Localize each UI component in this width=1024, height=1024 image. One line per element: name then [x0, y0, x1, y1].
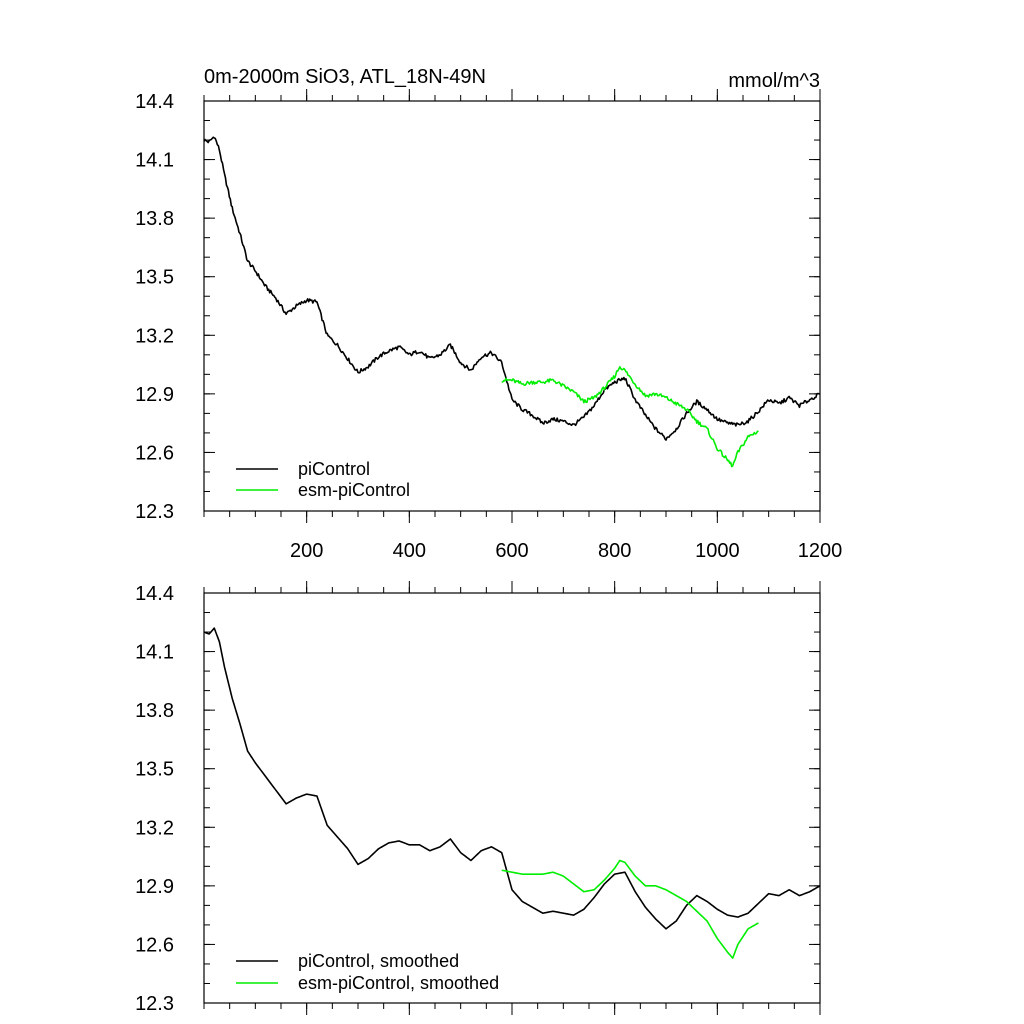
- x-tick-label: 600: [495, 540, 528, 562]
- y-tick-label: 14.1: [135, 642, 174, 664]
- units-label: mmol/m^3: [728, 70, 820, 92]
- y-tick-label: 12.9: [135, 384, 174, 406]
- series-line-esm-picontrol-smoothed: [501, 859, 759, 959]
- x-tick-label: 1000: [695, 540, 740, 562]
- y-tick-label: 12.3: [135, 501, 174, 523]
- y-tick-label: 13.5: [135, 267, 174, 289]
- plot-frame: [203, 100, 821, 512]
- series-line-esm-picontrol: [501, 366, 759, 468]
- top-panel: 0m-2000m SiO3, ATL_18N-49N mmol/m^3 12.3…: [135, 66, 842, 562]
- x-tick-label: 400: [393, 540, 426, 562]
- y-tick-label: 12.6: [135, 442, 174, 464]
- legend-label-picontrol-smoothed: piControl, smoothed: [298, 951, 459, 971]
- y-tick-label: 12.3: [135, 993, 174, 1015]
- legend: piControl esm-piControl: [236, 459, 410, 500]
- series-line-picontrol: [203, 136, 821, 441]
- y-tick-label: 13.5: [135, 759, 174, 781]
- series-line-picontrol-smoothed: [203, 627, 821, 930]
- y-tick-label: 13.2: [135, 817, 174, 839]
- x-tick-label: 1200: [798, 540, 843, 562]
- y-tick-label: 13.2: [135, 325, 174, 347]
- legend-smoothed: piControl, smoothed esm-piControl, smoot…: [236, 951, 499, 993]
- y-tick-label: 13.8: [135, 208, 174, 230]
- plot-frame-smoothed: [203, 592, 821, 1004]
- y-tick-label: 14.4: [135, 583, 174, 605]
- y-tick-label: 12.6: [135, 934, 174, 956]
- y-tick-label: 13.8: [135, 700, 174, 722]
- y-tick-label: 14.1: [135, 150, 174, 172]
- y-tick-label: 12.9: [135, 876, 174, 898]
- x-tick-label: 800: [598, 540, 631, 562]
- bottom-panel: 12.3 12.6 12.9 13.2 13.5 13.8 14.1 14.4 piContr…: [135, 581, 821, 1015]
- legend-label-esm-picontrol: esm-piControl: [298, 480, 410, 500]
- legend-label-picontrol: piControl: [298, 459, 370, 479]
- chart-title: 0m-2000m SiO3, ATL_18N-49N: [204, 66, 486, 88]
- y-tick-label: 14.4: [135, 91, 174, 113]
- x-tick-label: 200: [290, 540, 323, 562]
- legend-label-esm-picontrol-smoothed: esm-piControl, smoothed: [298, 973, 499, 993]
